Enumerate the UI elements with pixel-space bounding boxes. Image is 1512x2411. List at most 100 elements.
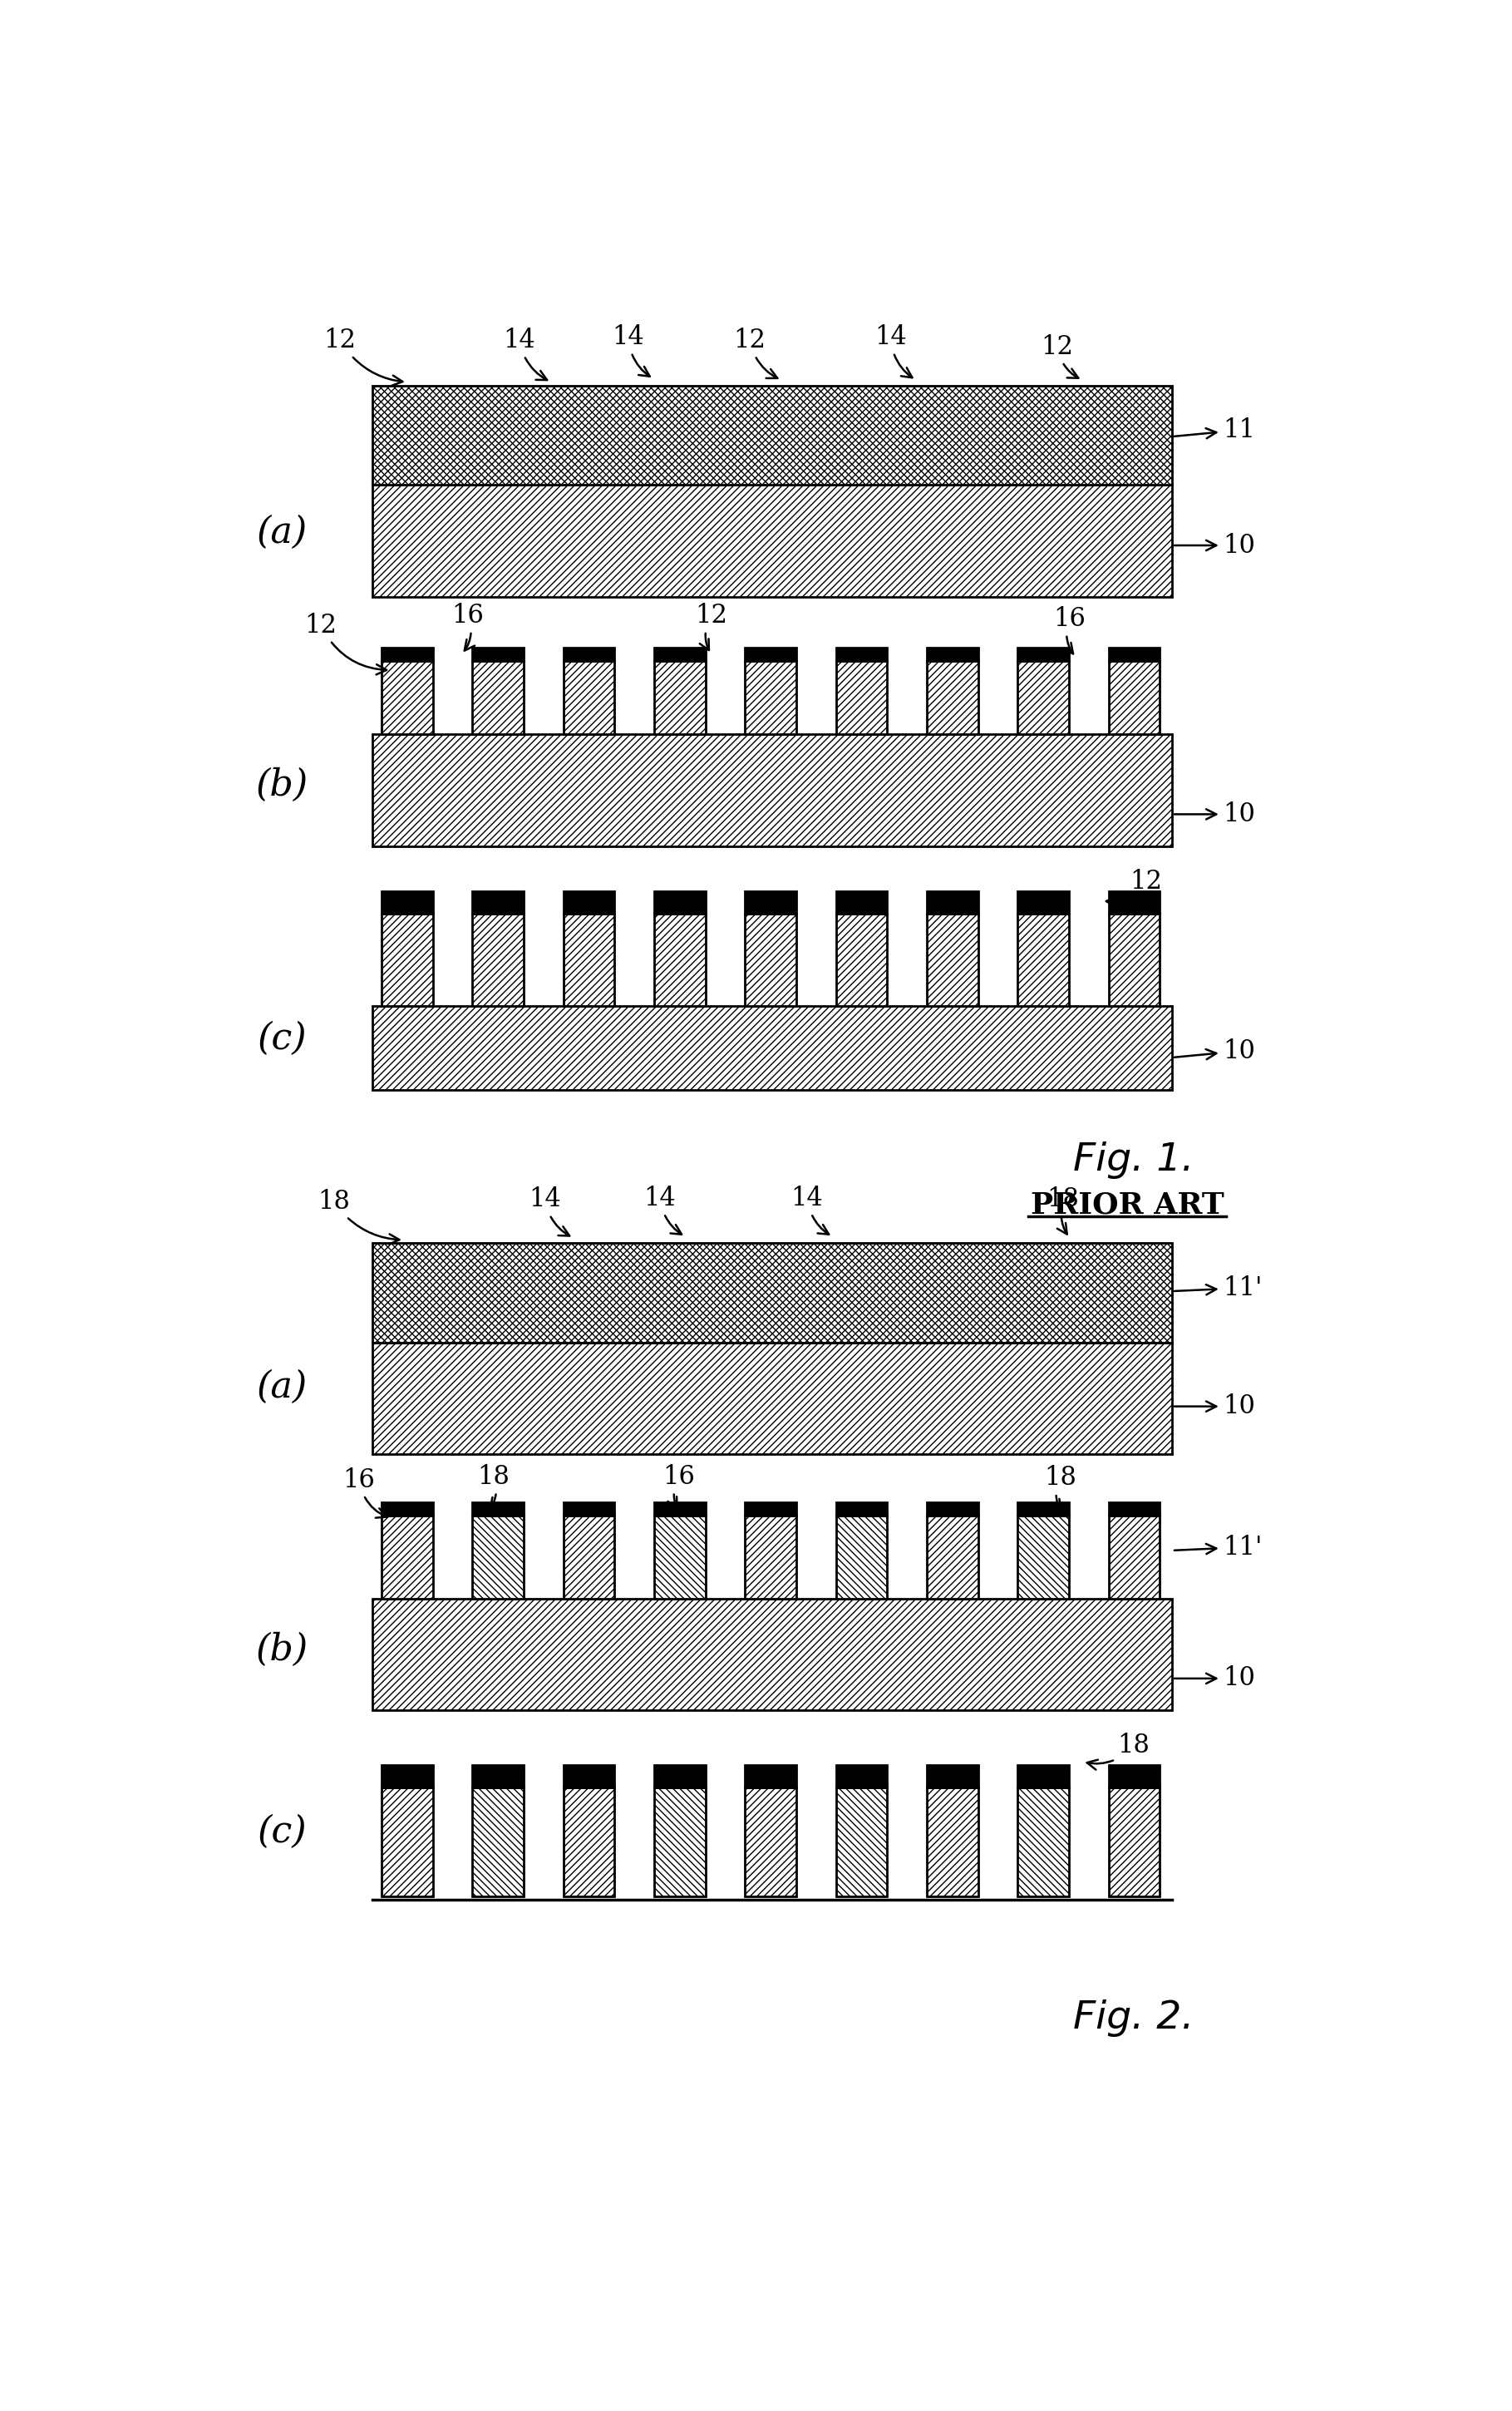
Bar — [1018, 1502, 1069, 1514]
Text: 14: 14 — [612, 325, 650, 376]
Bar — [927, 892, 978, 914]
Bar — [1018, 892, 1069, 914]
Bar — [927, 1514, 978, 1598]
Bar — [472, 892, 523, 914]
Text: 12: 12 — [304, 612, 387, 675]
Bar — [655, 892, 706, 914]
Bar — [381, 649, 432, 661]
Text: 14: 14 — [874, 325, 912, 379]
Bar — [372, 735, 1172, 846]
Bar — [836, 649, 888, 661]
Bar — [372, 1343, 1172, 1454]
Text: 16: 16 — [343, 1468, 387, 1519]
Bar — [927, 1787, 978, 1895]
Bar — [655, 1502, 706, 1514]
Bar — [745, 649, 797, 661]
Text: (a): (a) — [257, 514, 308, 550]
Bar — [745, 1765, 797, 1787]
Text: 18: 18 — [1087, 1734, 1149, 1770]
Bar — [745, 1502, 797, 1514]
Bar — [836, 892, 888, 914]
Bar — [1018, 1514, 1069, 1598]
Bar — [472, 1514, 523, 1598]
Bar — [372, 485, 1172, 596]
Text: (c): (c) — [257, 1813, 307, 1849]
Bar — [372, 1244, 1172, 1343]
Bar — [745, 892, 797, 914]
Bar — [655, 649, 706, 661]
Bar — [372, 1244, 1172, 1343]
Text: 16: 16 — [452, 603, 484, 651]
Bar — [564, 1765, 614, 1787]
Text: 10: 10 — [1175, 1394, 1255, 1420]
Bar — [1018, 1787, 1069, 1895]
Text: 16: 16 — [1054, 605, 1086, 653]
Bar — [655, 661, 706, 735]
Text: 14: 14 — [791, 1186, 829, 1234]
Bar — [372, 1005, 1172, 1090]
Text: 10: 10 — [1175, 800, 1255, 827]
Text: Fig. 1.: Fig. 1. — [1074, 1140, 1194, 1179]
Bar — [836, 661, 888, 735]
Text: (b): (b) — [256, 1632, 308, 1668]
Bar — [836, 914, 888, 1005]
Text: 14: 14 — [529, 1186, 570, 1237]
Bar — [1108, 914, 1160, 1005]
Bar — [1108, 661, 1160, 735]
Bar — [836, 1765, 888, 1787]
Bar — [564, 649, 614, 661]
Text: 12: 12 — [733, 328, 777, 379]
Text: 12: 12 — [324, 328, 402, 386]
Bar — [381, 914, 432, 1005]
Bar — [745, 661, 797, 735]
Bar — [472, 914, 523, 1005]
Text: 14: 14 — [503, 328, 547, 381]
Bar — [472, 1765, 523, 1787]
Text: 12: 12 — [696, 603, 727, 651]
Bar — [1018, 661, 1069, 735]
Bar — [655, 1765, 706, 1787]
Bar — [1018, 649, 1069, 661]
Text: Fig. 2.: Fig. 2. — [1074, 1999, 1194, 2037]
Bar — [381, 661, 432, 735]
Bar — [564, 1514, 614, 1598]
Text: (a): (a) — [257, 1369, 308, 1406]
Text: 14: 14 — [644, 1186, 682, 1234]
Text: 10: 10 — [1175, 1666, 1255, 1693]
Bar — [745, 1787, 797, 1895]
Text: 18: 18 — [1048, 1186, 1080, 1234]
Bar — [927, 661, 978, 735]
Bar — [1108, 649, 1160, 661]
Text: 18: 18 — [478, 1463, 510, 1509]
Bar — [564, 1502, 614, 1514]
Bar — [372, 1598, 1172, 1709]
Bar — [927, 914, 978, 1005]
Text: 11': 11' — [1175, 1533, 1263, 1560]
Text: 11': 11' — [1175, 1275, 1263, 1302]
Bar — [381, 1765, 432, 1787]
Bar — [564, 892, 614, 914]
Bar — [927, 649, 978, 661]
Bar — [1108, 1765, 1160, 1787]
Text: PRIOR ART: PRIOR ART — [1031, 1191, 1225, 1220]
Bar — [927, 1502, 978, 1514]
Text: 10: 10 — [1175, 1039, 1255, 1063]
Bar — [372, 386, 1172, 485]
Text: (c): (c) — [257, 1020, 307, 1056]
Bar — [372, 386, 1172, 485]
Bar — [381, 892, 432, 914]
Bar — [381, 1514, 432, 1598]
Text: 12: 12 — [1107, 868, 1163, 907]
Bar — [564, 661, 614, 735]
Bar — [1108, 892, 1160, 914]
Bar — [836, 1502, 888, 1514]
Bar — [745, 914, 797, 1005]
Bar — [1018, 914, 1069, 1005]
Text: 18: 18 — [1043, 1466, 1077, 1509]
Bar — [472, 661, 523, 735]
Bar — [1108, 1514, 1160, 1598]
Text: 10: 10 — [1175, 533, 1255, 559]
Bar — [564, 914, 614, 1005]
Bar — [472, 1787, 523, 1895]
Text: 18: 18 — [318, 1189, 399, 1244]
